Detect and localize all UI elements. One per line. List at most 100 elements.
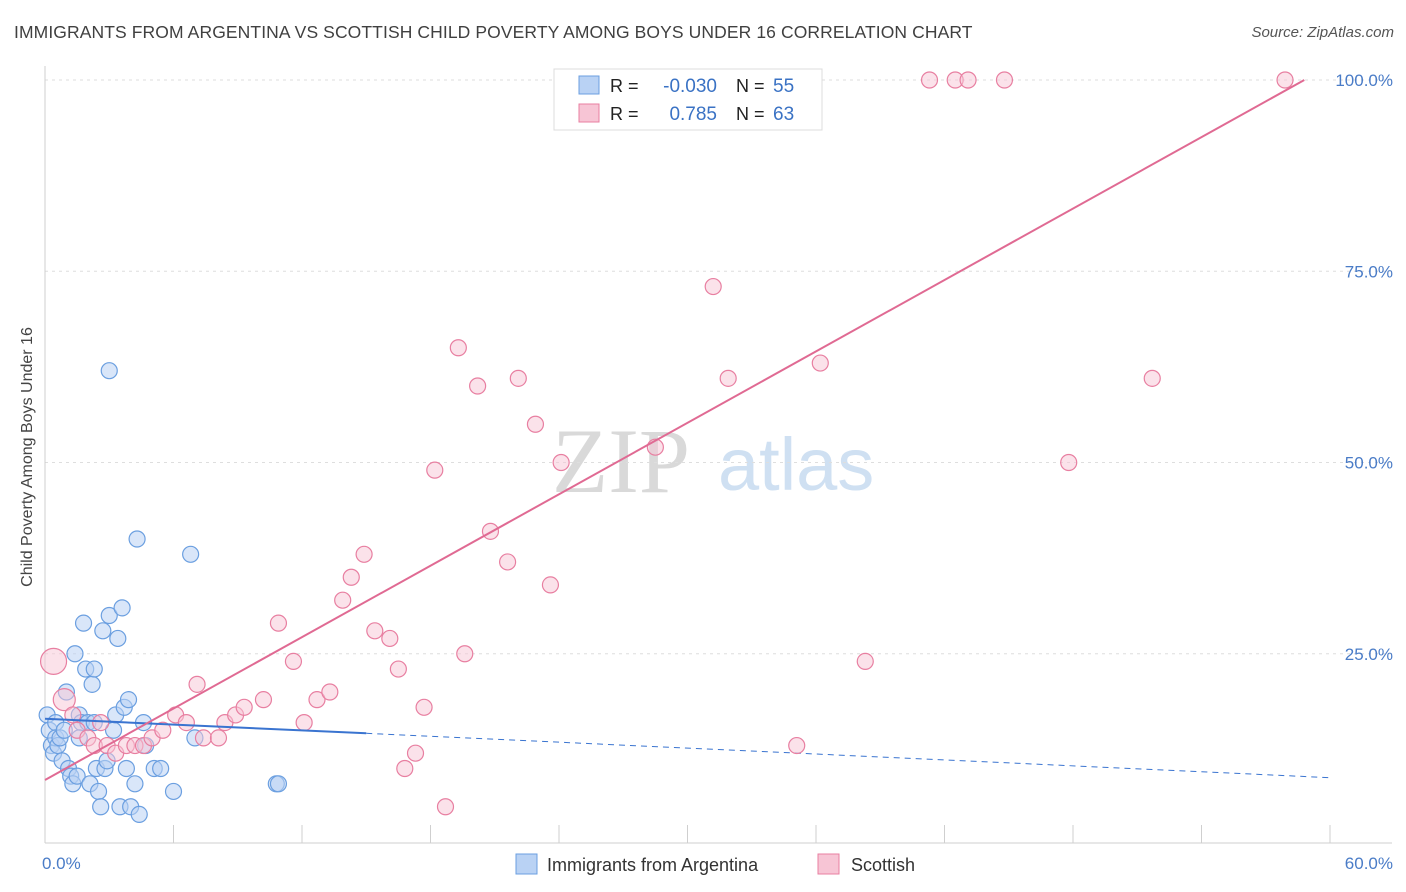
point-scottish-45 (526, 415, 545, 433)
y-tick-label-100: 100.0% (1335, 71, 1393, 90)
point-argentina-15 (68, 767, 86, 785)
point-argentina-52 (269, 775, 288, 793)
point-argentina-33 (109, 629, 127, 648)
point-scottish-41 (469, 377, 487, 395)
point-scottish-29 (342, 568, 360, 586)
point-argentina-47 (164, 782, 183, 801)
point-argentina-35 (113, 599, 131, 617)
point-argentina-41 (128, 530, 146, 548)
point-scottish-23 (269, 614, 288, 632)
point-scottish-26 (308, 691, 326, 709)
y-tick-labels: 25.0% 50.0% 75.0% 100.0% (1335, 71, 1393, 664)
point-scottish-15 (177, 713, 195, 732)
point-scottish-31 (366, 622, 384, 640)
point-scottish-60 (1060, 453, 1078, 472)
trend-line-argentina-extension (366, 732, 1331, 779)
point-scottish-55 (856, 652, 874, 671)
point-scottish-51 (704, 277, 722, 296)
point-scottish-34 (396, 759, 414, 778)
point-scottish-25 (295, 713, 313, 732)
legend-swatch-argentina (515, 853, 538, 875)
watermark-atlas: atlas (718, 423, 874, 506)
point-scottish-58 (959, 71, 977, 89)
point-argentina-30 (100, 606, 118, 625)
point-scottish-35 (406, 744, 425, 762)
point-scottish-21 (235, 698, 253, 716)
source-credit: Source: ZipAtlas.com (1251, 24, 1394, 41)
point-scottish-33 (389, 660, 407, 678)
point-scottish-27 (321, 683, 339, 701)
point-scottish-47 (552, 453, 570, 472)
stats-legend: R = -0.030 N = 55 R = 0.785 N = 63 (553, 68, 823, 131)
point-argentina-50 (100, 362, 118, 380)
point-argentina-37 (117, 759, 135, 778)
point-argentina-22 (83, 675, 101, 693)
point-scottish-30 (355, 545, 373, 563)
point-scottish-53 (788, 736, 806, 755)
stats-n-value-blue: 55 (773, 76, 794, 97)
series-argentina (38, 362, 288, 824)
chart-title: IMMIGRANTS FROM ARGENTINA VS SCOTTISH CH… (14, 22, 973, 42)
y-tick-label-50: 50.0% (1345, 454, 1393, 473)
point-scottish-0 (39, 647, 68, 676)
point-scottish-52 (719, 369, 737, 387)
gridlines (45, 79, 1392, 655)
watermark-zip: ZIP (552, 410, 690, 512)
point-argentina-26 (92, 798, 110, 816)
trend-extensions (366, 732, 1331, 779)
point-argentina-14 (66, 645, 84, 663)
point-scottish-38 (436, 798, 455, 816)
point-scottish-28 (334, 591, 352, 609)
point-argentina-48 (182, 545, 200, 563)
point-scottish-40 (456, 645, 474, 663)
stats-n-value-pink: 63 (773, 104, 794, 125)
point-argentina-42 (130, 805, 148, 824)
point-scottish-43 (499, 553, 517, 571)
y-tick-label-25: 25.0% (1345, 645, 1393, 664)
point-argentina-46 (152, 759, 170, 778)
point-scottish-32 (381, 629, 399, 648)
point-scottish-13 (154, 721, 172, 739)
watermark: ZIP atlas (552, 410, 874, 512)
point-scottish-44 (509, 369, 527, 387)
point-scottish-61 (1143, 369, 1161, 387)
bottom-legend: Immigrants from Argentina Scottish (515, 853, 915, 875)
point-scottish-62 (1276, 71, 1294, 89)
point-scottish-46 (541, 576, 560, 594)
series-scottish (39, 71, 1294, 816)
legend-label-argentina: Immigrants from Argentina (547, 855, 759, 875)
trend-line-argentina (44, 717, 367, 735)
stats-n-label-pink: N = (736, 104, 765, 124)
stats-r-value-pink: 0.785 (669, 104, 717, 125)
point-scottish-24 (284, 652, 303, 671)
stats-swatch-pink (578, 103, 600, 123)
point-argentina-23 (85, 660, 103, 678)
point-argentina-18 (74, 614, 93, 632)
point-argentina-27 (94, 622, 112, 640)
point-scottish-54 (811, 354, 829, 372)
point-argentina-40 (126, 775, 144, 793)
legend-label-scottish: Scottish (851, 855, 915, 875)
point-scottish-56 (920, 71, 939, 89)
trend-line-scottish (44, 79, 1305, 781)
point-scottish-39 (449, 339, 467, 357)
x-tick-label-max: 60.0% (1345, 854, 1393, 873)
point-scottish-16 (188, 675, 206, 693)
point-scottish-18 (209, 729, 228, 747)
point-scottish-22 (254, 691, 273, 709)
y-tick-label-75: 75.0% (1345, 262, 1393, 281)
stats-r-label-blue: R = (610, 76, 639, 96)
point-scottish-59 (995, 71, 1014, 89)
stats-r-value-blue: -0.030 (663, 76, 717, 97)
stats-swatch-blue (578, 75, 600, 95)
trend-lines (44, 79, 1305, 781)
point-scottish-17 (194, 729, 213, 747)
stats-n-label-blue: N = (736, 76, 765, 96)
point-scottish-1 (52, 688, 76, 712)
point-argentina-38 (119, 691, 138, 709)
point-argentina-25 (89, 782, 108, 801)
point-scottish-6 (92, 713, 110, 732)
legend-swatch-scottish (817, 853, 840, 875)
point-scottish-36 (415, 698, 433, 716)
